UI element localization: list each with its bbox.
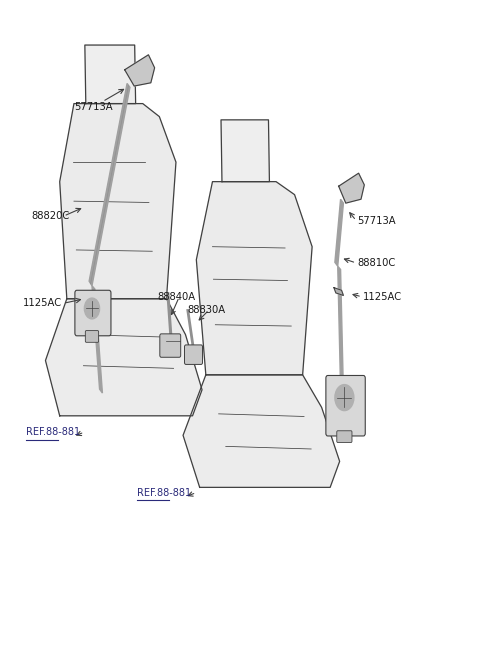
- Polygon shape: [89, 83, 130, 286]
- FancyBboxPatch shape: [326, 375, 365, 436]
- Polygon shape: [92, 286, 102, 393]
- FancyBboxPatch shape: [75, 290, 111, 336]
- Polygon shape: [339, 173, 364, 203]
- Polygon shape: [221, 120, 269, 182]
- Circle shape: [84, 298, 99, 319]
- Text: 88830A: 88830A: [188, 305, 226, 315]
- Polygon shape: [335, 199, 343, 266]
- Text: 88810C: 88810C: [358, 258, 396, 268]
- Polygon shape: [338, 266, 343, 393]
- Circle shape: [335, 384, 354, 411]
- Text: 57713A: 57713A: [74, 102, 113, 112]
- Polygon shape: [196, 182, 312, 375]
- Polygon shape: [85, 45, 136, 104]
- Polygon shape: [125, 55, 155, 86]
- Text: 88820C: 88820C: [31, 211, 70, 221]
- Polygon shape: [60, 104, 176, 298]
- FancyBboxPatch shape: [160, 334, 180, 358]
- Text: REF.88-881: REF.88-881: [25, 427, 80, 437]
- Text: REF.88-881: REF.88-881: [137, 487, 191, 497]
- Text: 1125AC: 1125AC: [363, 292, 403, 302]
- FancyBboxPatch shape: [184, 345, 203, 365]
- Text: 57713A: 57713A: [358, 216, 396, 226]
- Polygon shape: [183, 375, 340, 487]
- FancyBboxPatch shape: [85, 331, 98, 342]
- Text: 1125AC: 1125AC: [23, 298, 62, 308]
- Polygon shape: [334, 288, 343, 295]
- Text: 88840A: 88840A: [157, 292, 195, 302]
- FancyBboxPatch shape: [337, 431, 352, 443]
- Polygon shape: [46, 298, 202, 416]
